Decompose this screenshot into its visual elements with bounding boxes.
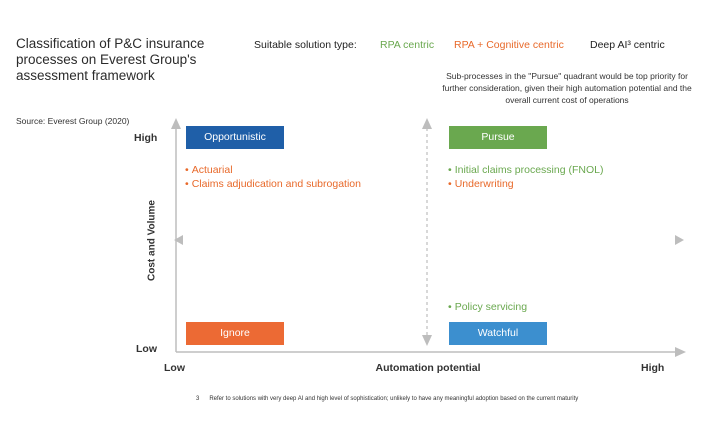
- footnote: 3 Refer to solutions with very deep AI an…: [196, 396, 579, 402]
- quadrant-pursue: Pursue: [449, 126, 547, 149]
- page-title: Classification of P&C insurance processe…: [16, 36, 205, 83]
- quadrant-watchful: Watchful: [449, 322, 547, 345]
- list-item: • Initial claims processing (FNOL): [448, 164, 604, 176]
- divider-down-arrow-icon: [422, 335, 432, 346]
- right-arrow-icon: [675, 235, 684, 245]
- list-item: • Actuarial: [185, 164, 233, 176]
- source-note: Source: Everest Group (2020): [16, 116, 130, 126]
- y-axis-arrow-icon: [171, 118, 181, 129]
- x-axis-arrow-icon: [675, 347, 686, 357]
- quadrant-ignore: Ignore: [186, 322, 284, 345]
- pursue-note: Sub-processes in the "Pursue" quadrant w…: [442, 71, 692, 105]
- legend-item-rpa: RPA centric: [380, 39, 435, 51]
- legend-item-deep-ai: Deep AI³ centric: [590, 39, 665, 51]
- x-low-label: Low: [164, 362, 185, 374]
- x-high-label: High: [641, 362, 665, 374]
- quadrant-opportunistic: Opportunistic: [186, 126, 284, 149]
- y-axis-title: Cost and Volume: [146, 200, 158, 281]
- left-arrow-icon: [174, 235, 183, 245]
- legend-label: Suitable solution type:: [254, 39, 357, 51]
- y-high-label: High: [134, 132, 158, 144]
- divider-up-arrow-icon: [422, 118, 432, 129]
- list-item: • Policy servicing: [448, 301, 528, 313]
- x-axis-title: Automation potential: [375, 362, 481, 374]
- y-low-label: Low: [136, 343, 157, 355]
- legend-item-rpa-cognitive: RPA + Cognitive centric: [454, 39, 564, 51]
- list-item: • Underwriting: [448, 178, 514, 190]
- list-item: • Claims adjudication and subrogation: [185, 178, 361, 190]
